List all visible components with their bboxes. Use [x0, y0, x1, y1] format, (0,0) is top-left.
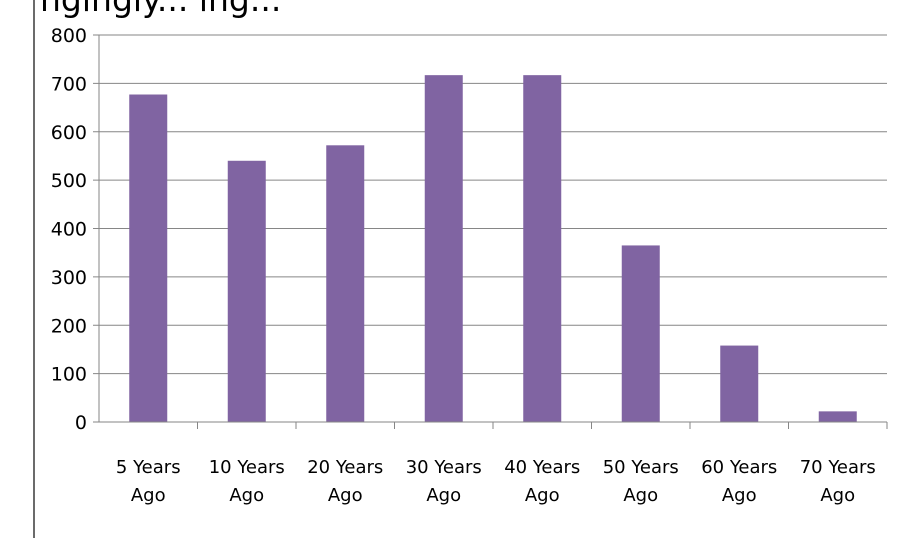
x-tick-label: Ago [623, 485, 658, 506]
axes [93, 34, 888, 429]
bar [720, 345, 759, 422]
bar [424, 75, 463, 423]
y-tick-labels: 0 100 200 300 400 500 600 700 800 [51, 25, 87, 434]
x-tick-label: Ago [722, 485, 757, 506]
bar [818, 411, 857, 422]
bar [523, 75, 562, 423]
y-tick-label: 400 [51, 219, 87, 241]
y-tick-label: 700 [51, 73, 87, 95]
bars [129, 75, 857, 423]
y-tick-label: 800 [51, 25, 87, 47]
x-tick-label: Ago [131, 485, 166, 506]
y-tick-label: 200 [51, 315, 87, 337]
x-tick-label: Ago [426, 485, 461, 506]
bar [326, 145, 365, 423]
x-tick-label: 70 Years [800, 457, 876, 478]
x-tick-label: Ago [229, 485, 264, 506]
y-tick-label: 0 [75, 412, 87, 434]
x-tick-label: Ago [328, 485, 363, 506]
x-tick-label: 50 Years [603, 457, 679, 478]
frame-border [33, 0, 35, 538]
x-tick-labels: 5 Years Ago 10 Years Ago 20 Years Ago 30 Years… [116, 457, 876, 506]
x-tick-label: Ago [820, 485, 855, 506]
x-tick-label: 10 Years [209, 457, 285, 478]
x-tick-label: 40 Years [504, 457, 580, 478]
gridlines [99, 34, 887, 375]
bar [227, 160, 266, 422]
x-tick-label: 5 Years [116, 457, 181, 478]
chart-title-fragment: ngingly... ing... [40, 0, 281, 19]
bar [129, 94, 168, 422]
x-tick-label: 30 Years [406, 457, 482, 478]
y-tick-label: 600 [51, 122, 87, 144]
y-tick-label: 500 [51, 170, 87, 192]
y-tick-label: 300 [51, 267, 87, 289]
y-tick-label: 100 [51, 364, 87, 386]
x-tick-label: 20 Years [307, 457, 383, 478]
x-tick-label: Ago [525, 485, 560, 506]
x-tick-label: 60 Years [701, 457, 777, 478]
bar [621, 245, 660, 422]
